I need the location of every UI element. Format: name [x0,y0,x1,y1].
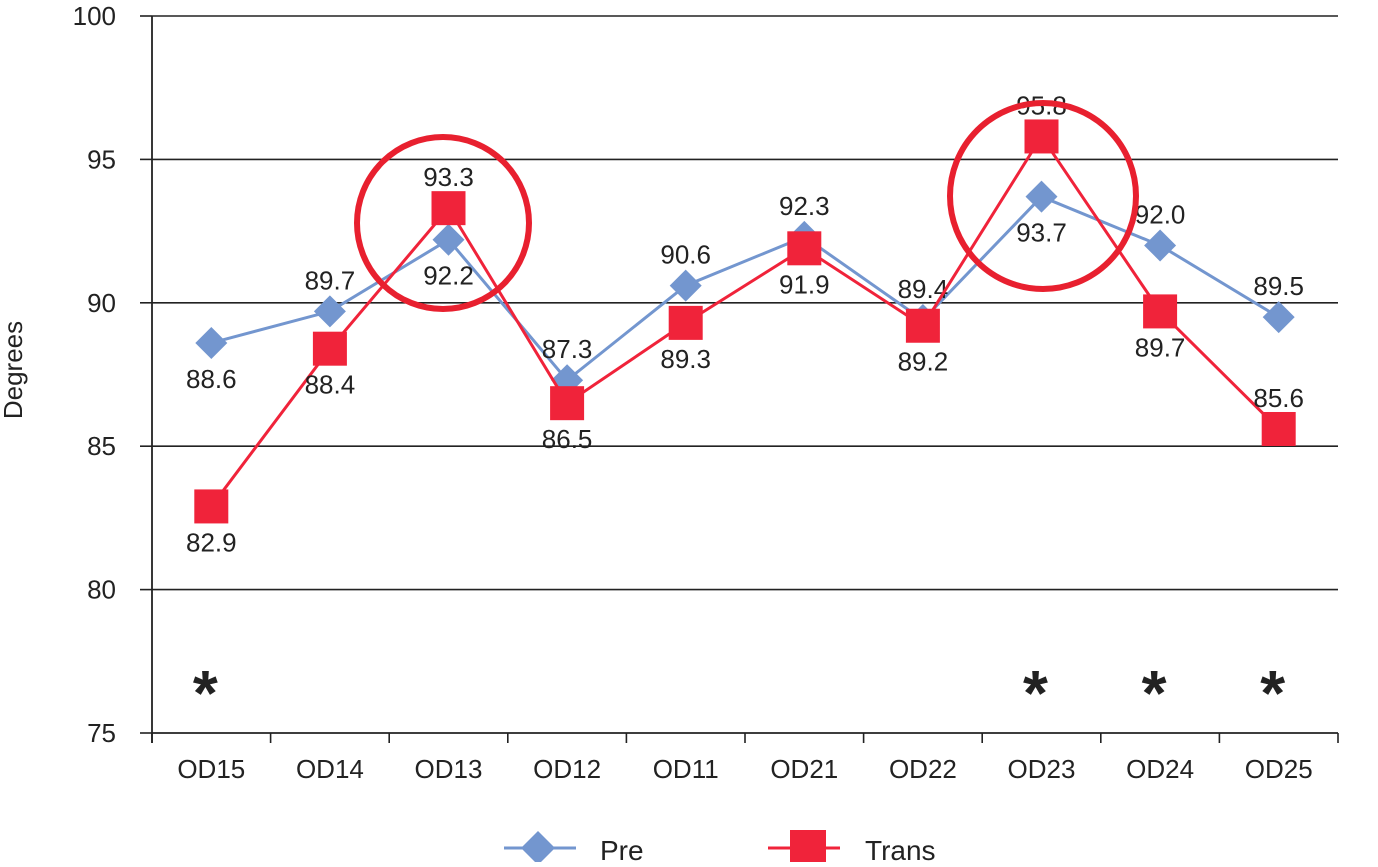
significance-asterisk: * [1142,657,1167,729]
series-line [210,194,1280,383]
x-tick-label: OD14 [296,754,364,784]
x-tick-label: OD24 [1126,754,1194,784]
x-tick-label: OD12 [533,754,601,784]
legend-square-icon [790,830,826,866]
legend-diamond-icon [521,831,555,865]
legend: Pre Trans [504,830,936,866]
data-label: 93.7 [1016,218,1067,248]
y-axis-label: Degrees [0,321,28,419]
data-point-diamond [669,269,702,302]
series-trans: 82.988.493.386.589.391.989.295.889.785.6 [186,90,1304,557]
data-label: 82.9 [186,527,237,557]
data-label: 89.3 [660,344,711,374]
series-pre: 88.689.7 92.287.390.692.389.493.792.089.5 [186,180,1304,397]
data-point-diamond [195,326,228,359]
data-point-square [1024,119,1059,154]
data-label: 86.5 [542,424,593,454]
y-tick-label: 100 [73,1,116,31]
data-label: 89.5 [1253,271,1304,301]
data-label: 88.4 [305,370,356,400]
highlight-circle [947,100,1139,292]
data-point-square [668,305,703,340]
data-point-diamond [313,295,346,328]
data-label: 90.6 [660,240,711,270]
significance-asterisk: * [193,657,218,729]
data-label: 89.2 [898,347,949,377]
data-label: 85.6 [1253,383,1304,413]
x-tick-label: OD13 [415,754,483,784]
series-line [210,133,1280,508]
data-point-square [1261,411,1296,446]
y-tick-label: 90 [87,288,116,318]
data-label: 87.3 [542,334,593,364]
data-label: 92.0 [1135,199,1186,229]
y-tick-label: 85 [87,431,116,461]
series-group: 88.689.7 92.287.390.692.389.493.792.089.5… [186,90,1304,557]
data-point-diamond [1262,301,1295,334]
y-tick-label: 75 [87,718,116,748]
significance-asterisk: * [1023,657,1048,729]
data-point-square [312,331,347,366]
gridlines [152,15,1338,591]
data-label: 89.7 [305,265,356,295]
data-point-square [431,191,466,226]
data-label: 89.7 [1135,332,1186,362]
data-point-square [550,386,585,421]
y-tick-label: 80 [87,575,116,605]
x-tick-label: OD22 [889,754,957,784]
data-label: 88.6 [186,364,237,394]
data-point-square [905,308,940,343]
data-point-diamond [1025,180,1058,213]
data-point-diamond [432,223,465,256]
data-label: 93.3 [423,162,474,192]
significance-asterisk: * [1260,657,1285,729]
annotations: * * * * [193,100,1285,729]
legend-label-trans: Trans [865,835,936,862]
highlight-circle [354,134,532,312]
data-point-square [1143,294,1178,329]
x-tick-label: OD11 [653,754,719,784]
data-point-square [787,231,822,266]
x-tick-label: OD21 [770,754,838,784]
legend-label-pre: Pre [600,835,644,862]
axes: 75 80 85 90 95 100 OD15 OD14 OD13 OD12 OD11 OD21 OD2… [73,1,1339,784]
data-label: 92.3 [779,191,830,221]
data-point-square [194,489,229,524]
data-label: 91.9 [779,269,830,299]
data-point-diamond [1144,229,1177,262]
y-tick-label: 95 [87,144,116,174]
x-tick-label: OD25 [1245,754,1313,784]
x-tick-label: OD15 [177,754,245,784]
x-tick-label: OD23 [1008,754,1076,784]
data-label: 92.2 [423,261,474,291]
